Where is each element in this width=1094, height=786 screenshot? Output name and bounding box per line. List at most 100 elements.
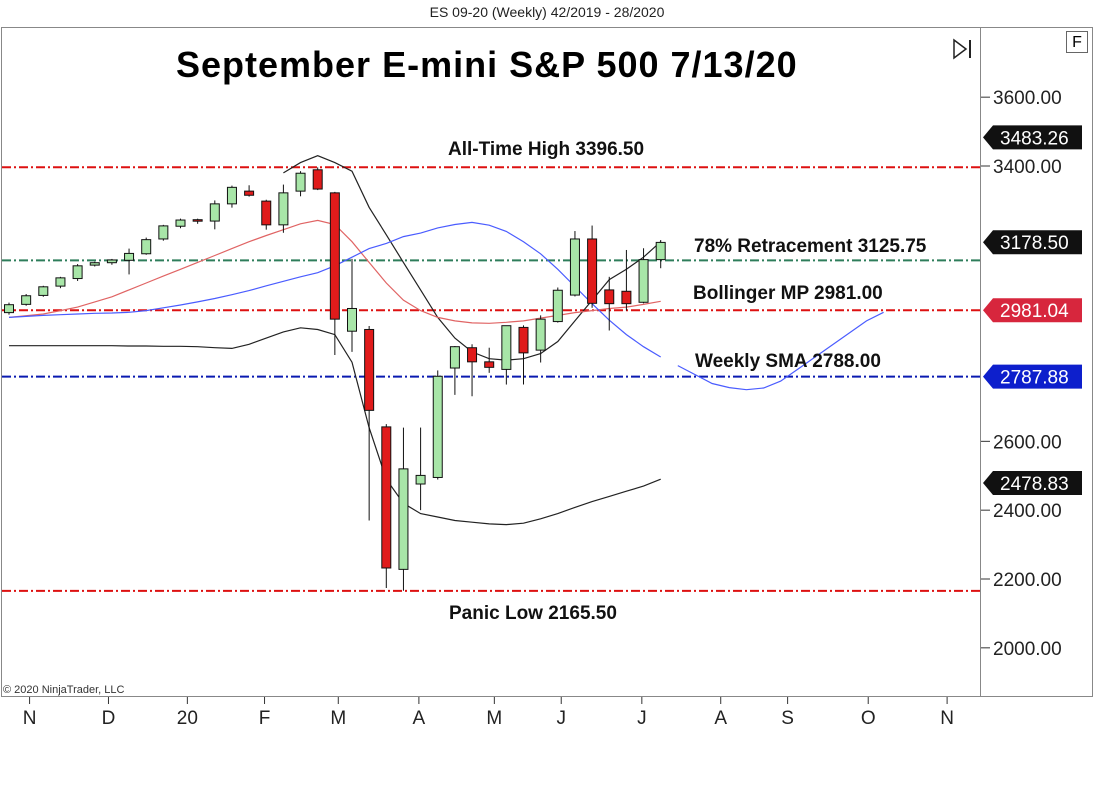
chart-header: ES 09-20 (Weekly) 42/2019 - 28/2020 <box>429 4 665 20</box>
candle-body <box>38 286 49 296</box>
candle-13 <box>226 185 237 208</box>
candle-23 <box>398 427 409 591</box>
candle-body <box>604 289 615 305</box>
indicator-lines <box>8 155 884 526</box>
x-tick-label: M <box>486 708 502 729</box>
candle-body <box>295 172 306 192</box>
price-badge-shape <box>983 298 1082 323</box>
candle-33 <box>569 231 580 297</box>
price-badge-label: 2478.83 <box>1000 474 1069 495</box>
candle-body <box>467 347 478 363</box>
candle-body <box>175 219 186 227</box>
candle-20 <box>347 258 357 352</box>
candle-body <box>209 203 220 222</box>
candle-36 <box>621 249 632 311</box>
candle-30 <box>518 325 529 385</box>
candle-31 <box>535 315 546 363</box>
candle-9 <box>158 224 169 241</box>
plot-area-frame <box>1 27 981 697</box>
candle-body <box>329 192 340 320</box>
candle-body <box>535 318 546 351</box>
candle-body <box>72 265 83 280</box>
candle-19 <box>329 191 340 355</box>
candle-17 <box>295 171 306 197</box>
price-badge-shape <box>983 471 1082 496</box>
skip-to-end-icon[interactable] <box>950 36 976 62</box>
candle-body <box>21 295 32 305</box>
candle-body <box>518 326 529 354</box>
copyright-notice: © 2020 NinjaTrader, LLC <box>3 684 125 696</box>
candle-body <box>192 219 203 222</box>
candle-29 <box>501 325 512 385</box>
horizontal-levels <box>2 166 981 592</box>
candle-27 <box>467 344 478 397</box>
candle-body <box>261 200 272 226</box>
price-badge-0: 3483.26 <box>983 125 1082 150</box>
candle-body <box>55 277 66 287</box>
candle-body <box>569 238 580 296</box>
level-label-retracement: 78% Retracement 3125.75 <box>694 236 927 257</box>
price-badge-label: 3178.50 <box>1000 233 1069 254</box>
y-tick-label: 3400.00 <box>993 157 1062 178</box>
y-tick-label: 2600.00 <box>993 432 1062 453</box>
price-scale-frame[interactable] <box>981 27 1093 697</box>
candle-body <box>655 241 666 261</box>
candle-4 <box>72 264 83 281</box>
candle-body <box>124 252 135 261</box>
x-tick-label: A <box>413 708 426 729</box>
candle-11 <box>192 218 203 224</box>
candle-32 <box>552 287 563 323</box>
x-tick-label: J <box>556 708 566 729</box>
candle-body <box>638 259 649 303</box>
candle-2 <box>38 285 49 297</box>
candle-body <box>484 361 495 368</box>
y-tick-label: 2200.00 <box>993 570 1062 591</box>
candle-8 <box>141 237 152 255</box>
candle-3 <box>55 276 66 289</box>
candle-25 <box>432 370 443 480</box>
price-badge-2: 2981.04 <box>983 298 1082 323</box>
candle-15 <box>261 199 272 230</box>
candles <box>4 167 666 591</box>
candle-body <box>432 375 443 478</box>
x-axis-ticks: N D 20 F M A M J J A S O N <box>23 697 954 729</box>
price-badge-label: 2981.04 <box>1000 301 1069 322</box>
candle-body <box>4 304 14 314</box>
price-badge-label: 3483.26 <box>1000 128 1069 149</box>
candle-body <box>398 468 409 570</box>
y-tick-label: 3600.00 <box>993 88 1062 109</box>
candle-body <box>278 192 289 226</box>
price-badge-shape <box>983 125 1082 150</box>
candle-22 <box>381 424 392 588</box>
price-badge-3: 2787.88 <box>983 364 1082 389</box>
x-tick-label: D <box>102 708 116 729</box>
level-label-panic-low: Panic Low 2165.50 <box>449 603 617 624</box>
price-badges: 3483.26 3178.50 2981.04 2787.88 2478.83 <box>983 125 1082 496</box>
candle-16 <box>278 184 289 233</box>
f-button[interactable]: F <box>1066 31 1088 53</box>
candle-body <box>449 346 460 369</box>
y-tick-label: 2400.00 <box>993 501 1062 522</box>
candle-body <box>364 328 375 411</box>
candle-body <box>244 190 255 196</box>
candle-body <box>552 289 563 323</box>
candle-body <box>312 169 323 190</box>
candle-0 <box>4 302 14 315</box>
candle-body <box>226 186 237 205</box>
y-axis-ticks: 3600.00 3400.00 2600.00 2400.00 2200.00 2000.… <box>981 88 1062 660</box>
candle-26 <box>449 345 460 395</box>
candle-body <box>415 474 426 485</box>
level-label-bollinger-mp: Bollinger MP 2981.00 <box>693 283 883 304</box>
candle-body <box>106 259 117 264</box>
level-label-weekly-sma: Weekly SMA 2788.00 <box>695 351 881 372</box>
candle-body <box>141 239 152 255</box>
candle-body <box>587 238 598 304</box>
x-tick-label: J <box>637 708 647 729</box>
x-tick-label: N <box>940 708 954 729</box>
candle-body <box>621 290 632 305</box>
candle-body <box>89 262 100 266</box>
price-badge-4: 2478.83 <box>983 471 1082 496</box>
candle-1 <box>21 294 32 306</box>
candle-body <box>501 325 512 370</box>
